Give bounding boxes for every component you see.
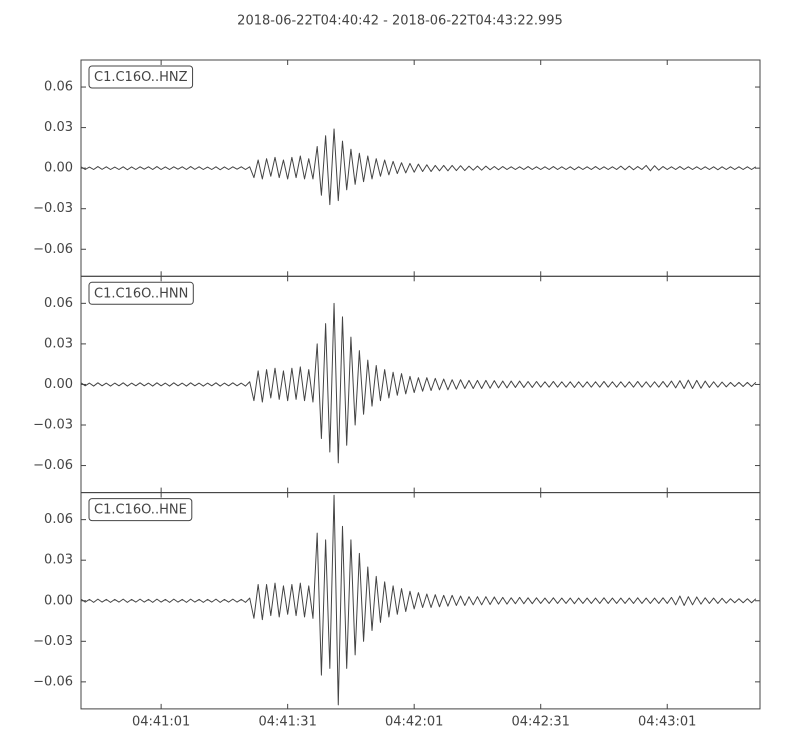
waveform <box>80 128 757 206</box>
chart-title: 2018-06-22T04:40:42 - 2018-06-22T04:43:2… <box>237 14 563 29</box>
waveform <box>80 494 757 706</box>
x-tick-label: 04:42:31 <box>512 714 570 729</box>
trace-label: C1.C16O..HNZ <box>94 70 188 85</box>
y-tick-label: −0.06 <box>33 674 73 689</box>
x-tick-label: 04:41:01 <box>132 714 190 729</box>
trace-label-box <box>88 65 194 89</box>
waveform <box>80 302 757 464</box>
y-tick-label: 0.06 <box>44 512 73 527</box>
y-tick-label: −0.06 <box>33 242 73 257</box>
x-tick-label: 04:41:31 <box>258 714 316 729</box>
trace-label-box <box>88 281 194 305</box>
x-tick-label: 04:42:01 <box>385 714 443 729</box>
y-tick-label: 0.00 <box>44 161 73 176</box>
y-tick-label: 0.03 <box>44 336 73 351</box>
y-tick-label: −0.03 <box>33 201 73 216</box>
y-tick-label: 0.00 <box>44 377 73 392</box>
y-tick-label: −0.06 <box>33 458 73 473</box>
trace-label: C1.C16O..HNE <box>94 503 187 518</box>
y-tick-label: 0.06 <box>44 80 73 95</box>
trace-label-box <box>88 498 193 522</box>
y-tick-label: −0.03 <box>33 418 73 433</box>
y-tick-label: 0.03 <box>44 553 73 568</box>
y-tick-label: 0.03 <box>44 120 73 135</box>
y-tick-label: −0.03 <box>33 634 73 649</box>
y-tick-label: 0.06 <box>44 296 73 311</box>
x-tick-label: 04:43:01 <box>638 714 696 729</box>
y-tick-label: 0.00 <box>44 593 73 608</box>
trace-label: C1.C16O..HNN <box>94 286 188 301</box>
